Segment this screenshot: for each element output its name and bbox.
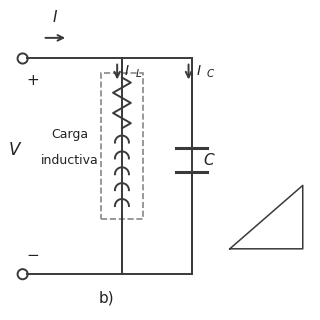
Text: C: C: [204, 153, 214, 167]
Text: I: I: [196, 64, 201, 78]
Text: I: I: [53, 10, 58, 25]
Text: V: V: [8, 141, 20, 159]
Text: L: L: [135, 69, 141, 79]
Text: C: C: [207, 69, 214, 79]
Text: −: −: [27, 248, 39, 263]
Text: Carga: Carga: [51, 128, 88, 141]
Text: I: I: [125, 64, 129, 78]
Text: b): b): [98, 290, 114, 305]
Text: inductiva: inductiva: [41, 154, 99, 166]
Text: +: +: [27, 73, 39, 88]
